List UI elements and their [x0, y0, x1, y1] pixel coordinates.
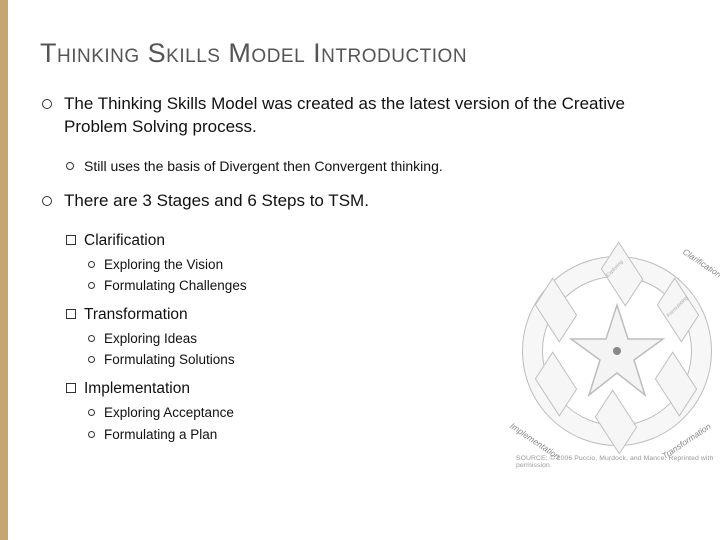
arc-label-clarification: Clarification [681, 246, 720, 279]
diagram-caption: SOURCE: © 2006 Puccio, Murdock, and Manc… [516, 455, 720, 469]
bullet-intro-sub: Still uses the basis of Divergent then C… [40, 157, 690, 176]
bullet-stages-intro: There are 3 Stages and 6 Steps to TSM. [40, 190, 690, 213]
tsm-diagram: Clarification Transformation Implementat… [508, 260, 720, 460]
slide-title: Thinking Skills Model Introduction [40, 38, 690, 69]
bullet-intro: The Thinking Skills Model was created as… [40, 93, 690, 139]
star-center-dot [613, 347, 621, 355]
slide-container: Thinking Skills Model Introduction The T… [0, 0, 720, 540]
stage-clarification: Clarification [40, 231, 690, 252]
